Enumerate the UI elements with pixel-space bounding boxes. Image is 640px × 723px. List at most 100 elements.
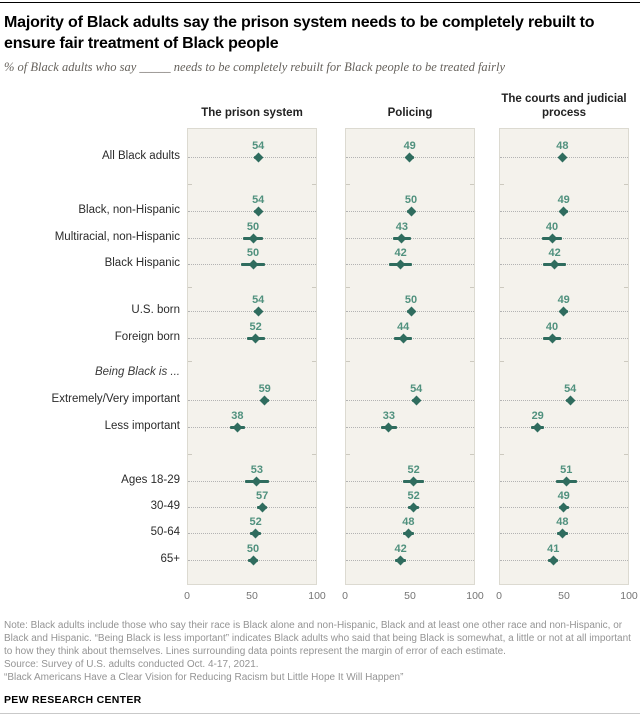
data-point-value: 54	[564, 383, 577, 395]
group-separator-tick	[624, 287, 628, 288]
chart-subtitle: % of Black adults who say _____ needs to…	[4, 60, 506, 74]
group-separator-tick	[470, 454, 474, 455]
x-axis-tick-label: 100	[308, 590, 326, 602]
group-separator-tick	[188, 361, 192, 362]
row-gridline	[346, 427, 474, 428]
data-point-diamond	[257, 502, 268, 513]
group-separator-tick	[346, 361, 350, 362]
group-separator-tick	[346, 454, 350, 455]
group-separator-tick	[500, 287, 504, 288]
data-point-value: 52	[407, 490, 420, 502]
x-axis-tick-label: 50	[246, 590, 258, 602]
chart-panel: 48 49 40 42 49 40 54 29 51 49 48 41	[499, 128, 629, 585]
data-point-value: 49	[557, 194, 570, 206]
data-point-value: 54	[252, 294, 265, 306]
pew-research-center-logo: PEW RESEARCH CENTER	[4, 694, 142, 706]
data-point-value: 48	[402, 516, 415, 528]
row-label: Less important	[104, 420, 180, 432]
row-label: Foreign born	[114, 331, 180, 343]
x-axis-tick-label: 100	[620, 590, 638, 602]
data-point-value: 59	[258, 383, 271, 395]
data-point-value: 53	[250, 464, 264, 476]
row-gridline	[188, 157, 316, 158]
data-point-value: 49	[403, 140, 416, 152]
row-gridline	[346, 560, 474, 561]
data-point-diamond	[557, 528, 568, 539]
data-point-diamond	[406, 306, 416, 317]
row-gridline	[188, 427, 316, 428]
group-separator-tick	[500, 361, 504, 362]
data-point-value: 48	[556, 516, 569, 528]
data-point-diamond	[532, 422, 543, 433]
group-separator-tick	[188, 184, 192, 185]
group-separator-tick	[312, 184, 316, 185]
group-separator-tick	[346, 287, 350, 288]
data-point-diamond	[561, 476, 572, 487]
data-point-diamond	[250, 528, 261, 539]
source-text: Source: Survey of U.S. adults conducted …	[4, 659, 259, 670]
data-point-diamond	[548, 555, 559, 566]
page-title: Majority of Black adults say the prison …	[4, 14, 595, 52]
data-point-value: 57	[255, 490, 269, 502]
data-point-diamond	[395, 259, 406, 270]
panel-header: The courts and judicial process	[501, 93, 627, 119]
data-point-value: 44	[397, 321, 410, 333]
row-label: Black, non-Hispanic	[78, 204, 180, 216]
data-point-diamond	[250, 333, 261, 344]
group-separator-tick	[312, 454, 316, 455]
panel-header: The prison system	[201, 107, 303, 119]
data-point-diamond	[248, 259, 258, 270]
data-point-value: 50	[404, 294, 418, 306]
row-label: All Black adults	[102, 150, 180, 162]
group-separator-tick	[312, 361, 316, 362]
data-point-value: 52	[407, 464, 420, 476]
data-point-value: 54	[252, 140, 265, 152]
data-point-diamond	[408, 476, 419, 487]
row-label: 65+	[160, 553, 180, 565]
data-point-value: 49	[557, 490, 570, 502]
group-separator-tick	[470, 184, 474, 185]
data-point-value: 48	[556, 140, 569, 152]
row-label: Extremely/Very important	[51, 393, 180, 405]
data-point-diamond	[558, 306, 569, 317]
group-separator-tick	[346, 184, 350, 185]
row-gridline	[500, 400, 628, 401]
data-point-value: 41	[547, 543, 560, 555]
row-label: Black Hispanic	[104, 257, 180, 269]
data-point-diamond	[253, 206, 264, 217]
row-label: U.S. born	[131, 304, 180, 316]
data-point-value: 50	[246, 543, 260, 555]
data-point-value: 43	[395, 221, 409, 233]
data-point-diamond	[396, 233, 407, 244]
data-point-value: 38	[231, 410, 244, 422]
x-axis-tick-label: 50	[404, 590, 416, 602]
report-quote: “Black Americans Have a Clear Vision for…	[4, 672, 404, 683]
data-point-diamond	[395, 555, 406, 566]
group-separator-tick	[500, 184, 504, 185]
row-gridline	[500, 560, 628, 561]
data-point-diamond	[565, 395, 576, 406]
data-point-diamond	[251, 476, 262, 487]
data-point-value: 50	[246, 221, 260, 233]
data-point-diamond	[403, 528, 414, 539]
data-point-value: 42	[394, 247, 407, 259]
chart-panel: 54 54 50 50 54 52 59 38 53 57 52 50	[187, 128, 317, 585]
x-axis-tick-label: 0	[184, 590, 190, 602]
group-separator-tick	[500, 454, 504, 455]
data-point-diamond	[547, 333, 557, 344]
data-point-diamond	[557, 152, 568, 163]
x-axis-tick-label: 100	[466, 590, 484, 602]
row-label: Ages 18-29	[121, 474, 180, 486]
data-point-diamond	[404, 152, 415, 163]
data-point-value: 33	[382, 410, 396, 422]
data-point-diamond	[547, 233, 557, 244]
data-point-value: 29	[531, 410, 544, 422]
row-label: 30-49	[150, 500, 180, 512]
data-point-value: 50	[246, 247, 260, 259]
data-point-value: 40	[545, 321, 559, 333]
row-label: Being Black is ...	[94, 366, 180, 378]
data-point-value: 54	[252, 194, 265, 206]
data-point-diamond	[253, 306, 264, 317]
data-point-value: 51	[560, 464, 573, 476]
